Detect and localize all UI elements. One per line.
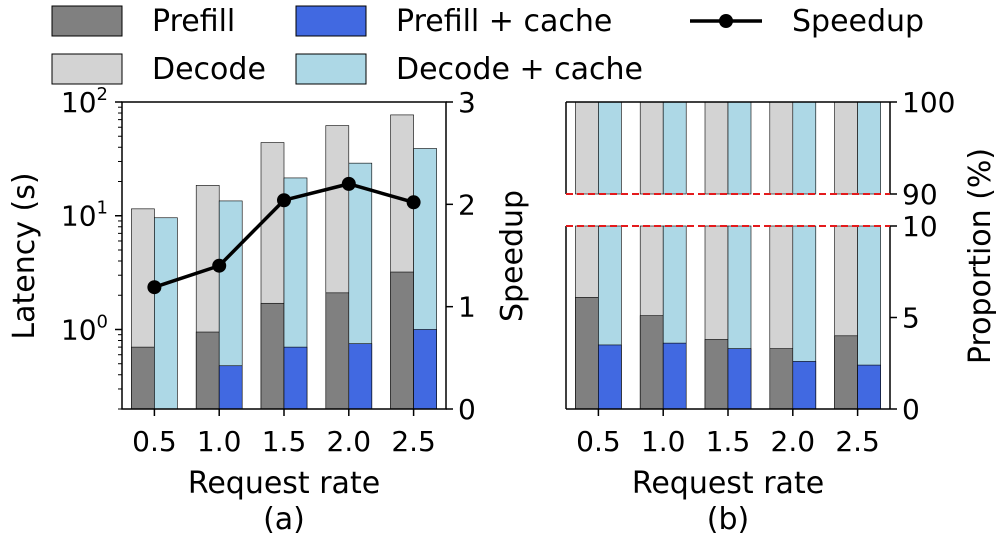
bar-a-prefill-2.5 [390,271,414,410]
b-ytick-label-5: 5 [902,302,920,335]
bar-b-prefill-cache-0.5 [598,344,622,410]
bar-a-prefill-1.0 [195,331,220,410]
chart-b-subtitle: (b) [707,502,749,537]
bar-b-prefill-cache-1.0 [662,342,687,410]
a-y2tick-label-3: 3 [458,86,476,119]
a-y2tick-label-2: 2 [458,188,476,221]
b-xtick-label-1.0: 1.0 [641,425,686,458]
chart-a-subtitle: (a) [263,502,305,537]
legend-label-speedup: Speedup [792,4,924,39]
bar-b-prefill-1.5 [704,339,729,410]
b-ytick-label-0: 0 [902,393,920,426]
bar-b-decode-upper-1.0 [639,101,664,195]
a-ytick-label-0: 100 [61,311,108,346]
chart-a-right-axis: 0 1 2 3 [446,86,476,426]
chart-b-ylabel: Proportion (%) [963,148,996,364]
b-ytick-label-10: 10 [902,210,938,243]
bar-b-decode-cache-upper-2.5 [857,101,881,195]
bar-a-prefill-1.5 [260,302,285,410]
legend: Prefill Prefill + cache Speedup Decode D… [51,4,924,87]
bar-b-decode-cache-upper-1.0 [662,101,687,195]
bar-a-prefill-cache-2.5 [413,329,437,410]
chart-b-x-axis: 0.5 1.0 1.5 2.0 2.5 [576,409,880,458]
bar-a-prefill-0.5 [131,346,155,410]
legend-label-decode-cache: Decode + cache [396,52,643,87]
a-xtick-label-0.5: 0.5 [132,425,177,458]
bar-a-prefill-cache-1.0 [218,365,243,410]
a-ytick-label-1: 101 [61,198,108,233]
bar-a-prefill-cache-1.5 [283,346,308,410]
b-xtick-label-2.5: 2.5 [835,425,880,458]
chart-a-bars [131,114,437,410]
bar-b-prefill-2.5 [834,335,858,410]
bar-b-decode-cache-upper-1.5 [727,101,752,195]
legend-label-decode: Decode [152,52,266,87]
bar-b-prefill-2.0 [769,348,794,410]
bar-a-decode-cache-0.5 [154,217,178,410]
legend-label-prefill: Prefill [152,4,235,39]
chart-a-speedup-series [147,176,421,295]
a-xtick-label-2.0: 2.0 [327,425,372,458]
legend-swatch-prefill [51,5,123,37]
speedup-point-2.5 [406,195,421,210]
legend-swatch-decode-cache [295,53,367,85]
legend-swatch-speedup-marker [719,14,733,28]
b-ytick-label-90: 90 [902,178,938,211]
bar-b-decode-upper-2.5 [834,101,858,195]
chart-b-right-axis: 90 100 0 5 10 [890,86,955,426]
bar-b-prefill-cache-2.0 [792,361,817,410]
bar-a-prefill-2.0 [325,292,350,410]
bar-b-decode-upper-1.5 [704,101,729,195]
b-ytick-label-100: 100 [902,86,955,119]
bar-b-prefill-cache-1.5 [727,348,752,410]
speedup-point-1.0 [212,258,227,273]
legend-swatch-prefill-cache [295,5,367,37]
speedup-point-1.5 [277,193,291,208]
bar-b-prefill-1.0 [639,315,664,410]
bar-b-prefill-0.5 [575,297,599,410]
chart-a: 100 101 102 0 1 2 3 0.5 1.0 1.5 2.0 2.5 Latency (… [7,84,530,537]
a-xtick-label-1.0: 1.0 [197,425,242,458]
chart-a-xlabel: Request rate [188,466,380,501]
chart-b: 90 100 0 5 10 0.5 1.0 1.5 2.0 2.5 Proportion (%)… [565,86,996,537]
chart-a-left-axis: 100 101 102 [61,84,122,410]
speedup-point-0.5 [147,280,162,295]
legend-label-prefill-cache: Prefill + cache [396,4,612,39]
a-xtick-label-1.5: 1.5 [262,425,307,458]
bar-b-decode-cache-upper-2.0 [792,101,817,195]
chart-a-x-axis: 0.5 1.0 1.5 2.0 2.5 [132,409,436,458]
chart-b-upper-frame [565,101,891,194]
chart-b-bars [575,101,881,410]
legend-swatch-decode [51,53,123,85]
bar-b-decode-upper-2.0 [769,101,794,195]
a-xtick-label-2.5: 2.5 [391,425,436,458]
a-ytick-label-2: 102 [61,84,108,119]
bar-b-decode-cache-upper-0.5 [598,101,622,195]
a-y2tick-label-0: 0 [458,393,476,426]
bar-b-prefill-cache-2.5 [857,364,881,410]
speedup-point-2.0 [341,176,356,191]
chart-b-xlabel: Request rate [632,466,824,501]
bar-b-decode-upper-0.5 [575,101,599,195]
b-xtick-label-2.0: 2.0 [771,425,816,458]
bar-a-prefill-cache-2.0 [348,343,373,410]
chart-a-y2label: Speedup [495,190,530,322]
b-xtick-label-1.5: 1.5 [706,425,751,458]
chart-a-ylabel: Latency (s) [7,172,42,339]
a-y2tick-label-1: 1 [458,291,476,324]
b-xtick-label-0.5: 0.5 [576,425,621,458]
